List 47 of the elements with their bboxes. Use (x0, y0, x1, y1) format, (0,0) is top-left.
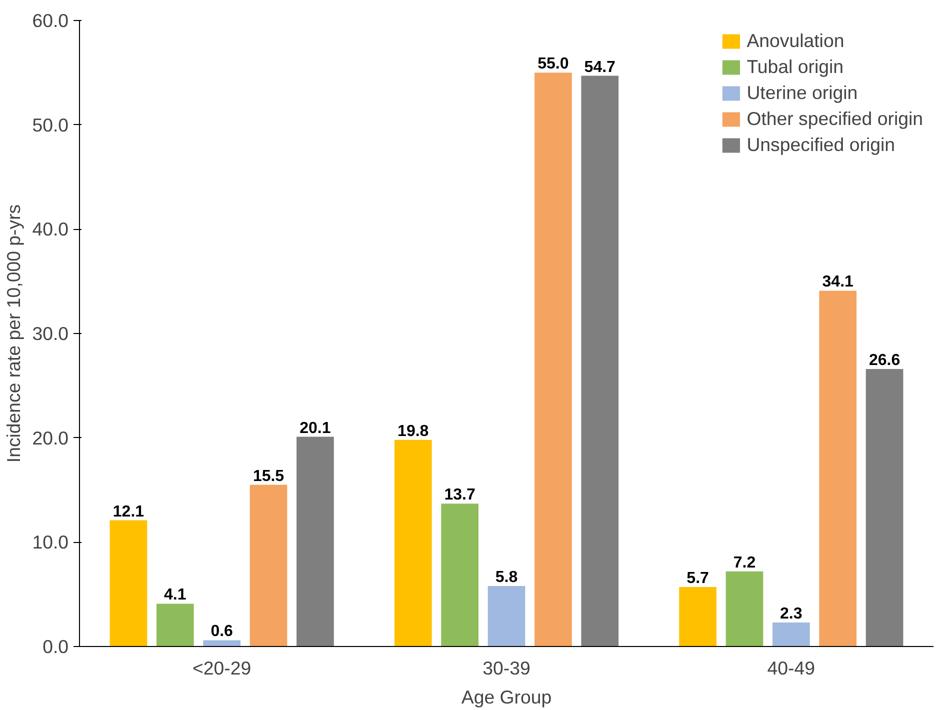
legend-label: Uterine origin (746, 82, 858, 104)
bar (156, 604, 194, 646)
bar (819, 290, 857, 646)
y-tick-label: 30.0 (32, 323, 68, 344)
data-label: 19.8 (398, 422, 429, 440)
legend-label: Tubal origin (746, 56, 844, 78)
y-tick-label: 50.0 (32, 114, 68, 136)
bar (296, 436, 334, 646)
bar (866, 368, 904, 646)
x-tick-label: 30-39 (482, 658, 530, 678)
legend-label: Unspecified origin (746, 134, 895, 156)
data-label: 4.1 (164, 586, 186, 604)
data-label: 12.1 (112, 503, 144, 520)
y-tick-label: 0.0 (42, 636, 69, 657)
data-label: 0.6 (210, 623, 234, 640)
data-label: 34.1 (822, 274, 854, 291)
legend-label: Other specified origin (746, 108, 923, 130)
bar (488, 586, 526, 646)
y-tick-label: 60.0 (32, 10, 68, 31)
bar (394, 440, 432, 646)
bar (726, 571, 764, 646)
data-label: 54.7 (584, 58, 616, 76)
data-label: 15.5 (252, 468, 284, 485)
y-tick-label: 20.0 (32, 427, 68, 448)
bar (581, 76, 619, 646)
bar (441, 504, 478, 646)
data-label: 5.8 (495, 568, 518, 586)
legend-label: Anovulation (746, 30, 844, 52)
data-label: 2.3 (780, 606, 802, 623)
data-label: 20.1 (300, 420, 331, 437)
bar (772, 622, 810, 646)
bar (679, 587, 716, 646)
data-label: 26.6 (868, 352, 900, 369)
bar (534, 72, 572, 646)
y-tick-label: 10.0 (32, 532, 68, 553)
x-tick-label: <20-29 (192, 658, 252, 678)
bar (203, 640, 241, 646)
data-label: 55.0 (538, 56, 569, 73)
bar (250, 484, 288, 646)
x-axis-title: Age Group (461, 686, 552, 708)
bar (110, 520, 148, 646)
y-tick-label: 40.0 (32, 218, 68, 240)
data-label: 5.7 (686, 570, 710, 588)
data-label: 7.2 (733, 554, 756, 572)
x-tick-label: 40-49 (767, 658, 816, 678)
data-label: 13.7 (444, 486, 476, 504)
y-axis-title: Incidence rate per 10,000 p-yrs (3, 204, 24, 463)
